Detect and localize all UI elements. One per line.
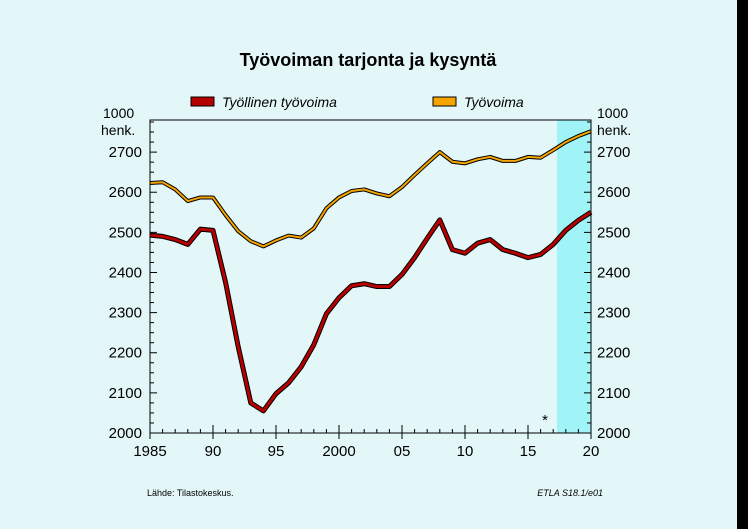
unit-label-left-line1: 1000 xyxy=(103,105,134,121)
unit-label-right-line1: 1000 xyxy=(597,105,628,121)
legend: Työllinen työvoima Työvoima xyxy=(190,94,524,110)
x-ticks: 1985 90 95 2000 05 10 15 20 xyxy=(133,425,599,460)
chart-code: ETLA S18.1/e01 xyxy=(537,488,603,498)
y-tick-label-left: 2400 xyxy=(109,264,142,281)
y-tick-label-right: 2100 xyxy=(597,385,630,402)
y-tick-label-right: 2000 xyxy=(597,425,630,442)
y-tick-label-left: 2500 xyxy=(109,224,142,241)
legend-label-labour-force: Työvoima xyxy=(464,94,524,110)
y-tick-label-left: 2200 xyxy=(109,345,142,362)
x-tick-label: 95 xyxy=(268,443,285,460)
y-tick-label-right: 2300 xyxy=(597,305,630,322)
y-tick-label-left: 2700 xyxy=(109,144,142,161)
x-tick-label: 2000 xyxy=(322,443,355,460)
unit-label-right-line2: henk. xyxy=(597,122,631,138)
line-employed xyxy=(149,211,592,413)
y-tick-label-right: 2400 xyxy=(597,264,630,281)
x-tick-label: 20 xyxy=(583,443,600,460)
y-tick-label-right: 2500 xyxy=(597,224,630,241)
x-tick-label: 10 xyxy=(457,443,474,460)
y-tick-label-right: 2200 xyxy=(597,345,630,362)
y-ticks: 2000 2000 2100 2100 2200 2200 2300 2300 2400 2400… xyxy=(109,121,630,442)
forecast-marker: * xyxy=(542,412,548,429)
legend-swatch-employed xyxy=(190,96,215,107)
legend-label-employed: Työllinen työvoima xyxy=(222,94,337,110)
x-tick-label: 90 xyxy=(205,443,222,460)
y-tick-label-left: 2600 xyxy=(109,184,142,201)
source-note: Lähde: Tilastokeskus. xyxy=(147,488,234,498)
x-tick-label: 05 xyxy=(394,443,411,460)
x-tick-label: 15 xyxy=(520,443,537,460)
chart-title: Työvoiman tarjonta ja kysyntä xyxy=(240,50,498,70)
forecast-band xyxy=(556,120,591,433)
y-tick-label-left: 2300 xyxy=(109,305,142,322)
y-tick-label-right: 2600 xyxy=(597,184,630,201)
plot-area-border xyxy=(149,119,592,434)
line-labour-force xyxy=(149,130,592,248)
y-tick-label-left: 2100 xyxy=(109,385,142,402)
line-labour-force-outline xyxy=(149,129,592,249)
series-lines xyxy=(149,129,593,414)
legend-swatch-labour-force xyxy=(432,96,457,107)
unit-label-left-line2: henk. xyxy=(101,122,135,138)
x-tick-label: 1985 xyxy=(133,443,166,460)
y-tick-label-left: 2000 xyxy=(109,425,142,442)
y-tick-label-right: 2700 xyxy=(597,144,630,161)
